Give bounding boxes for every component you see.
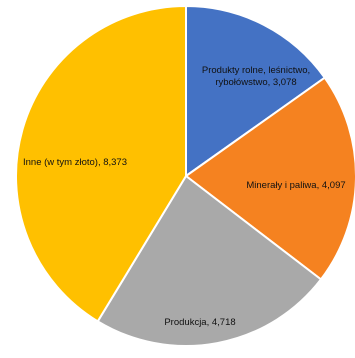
pie-slices: [15, 4, 355, 347]
slice-label: Inne (w tym złoto), 8,373: [23, 157, 127, 168]
pie-slice: [185, 4, 327, 178]
slice-label-line: Produkty rolne, leśnictwo,: [202, 65, 310, 76]
pie-slice: [96, 174, 323, 347]
slice-label-line: Produkcja, 4,718: [164, 317, 235, 328]
slice-label: Produkcja, 4,718: [164, 317, 235, 328]
pie-labels: Produkty rolne, leśnictwo, rybołówstwo, 3…: [23, 65, 346, 328]
slice-label-line: rybołówstwo, 3,078: [215, 77, 296, 88]
slice-label: Minerały i paliwa, 4,097: [246, 180, 345, 191]
slice-label: Produkty rolne, leśnictwo, rybołówstwo, 3…: [202, 65, 310, 88]
slice-label-line: Inne (w tym złoto), 8,373: [23, 157, 127, 168]
pie-slice: [15, 4, 187, 323]
pie-slice: [184, 76, 355, 281]
slice-label-line: Minerały i paliwa, 4,097: [246, 180, 345, 191]
